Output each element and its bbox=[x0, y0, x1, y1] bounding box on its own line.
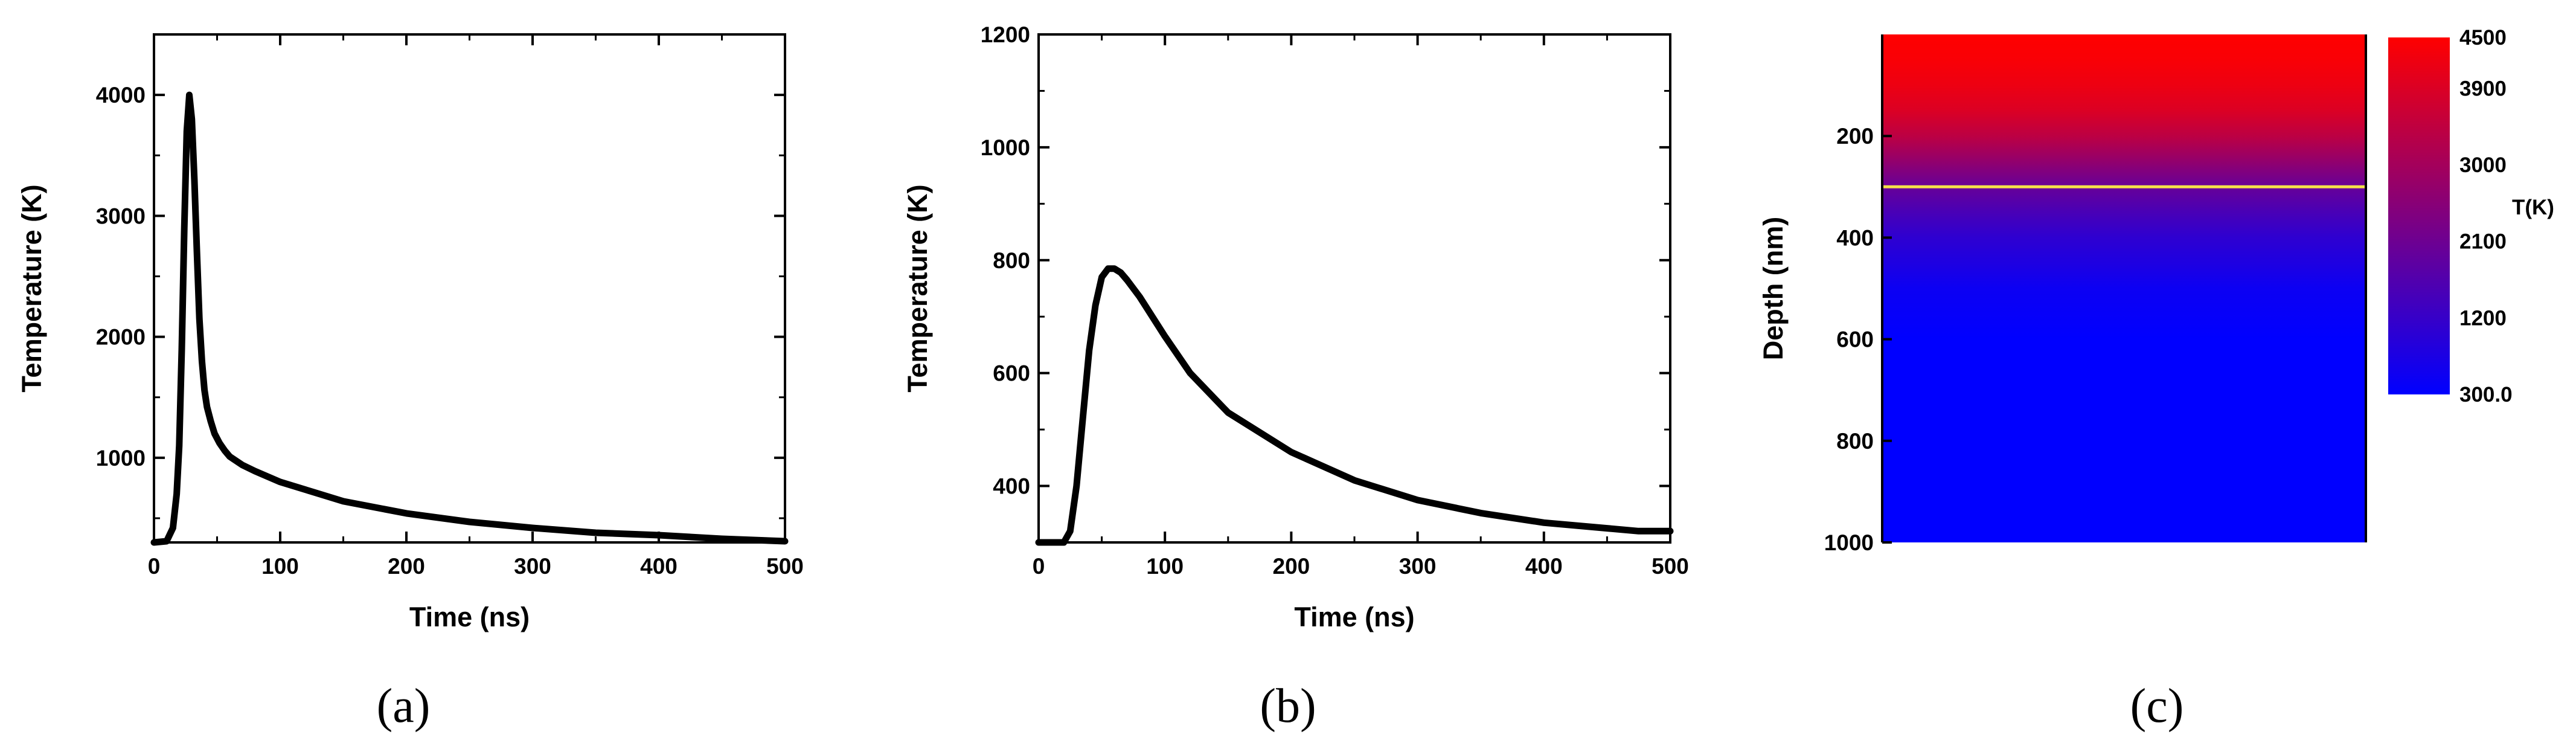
panel-a: 0 100 200 300 400 500 1000 2000 3000 4000 Time (… bbox=[16, 33, 804, 733]
colorbar-tick-labels: 4500 3900 3000 2100 1200 300.0 bbox=[2459, 26, 2513, 407]
panel-a-series-line bbox=[150, 91, 789, 546]
heatmap bbox=[1882, 34, 2366, 542]
panel-b-x-tick-labels: 0 100 200 300 400 500 bbox=[1033, 554, 1689, 579]
y-tick-label: 1200 bbox=[981, 22, 1030, 47]
colorbar-title: T(K) bbox=[2512, 196, 2554, 219]
panel-c-y-tick-labels: 200 400 600 800 1000 bbox=[1824, 124, 1874, 555]
x-tick-label: 0 bbox=[1033, 554, 1045, 579]
panel-a-y-axis-label: Temperature (K) bbox=[16, 184, 47, 392]
y-tick-label: 2000 bbox=[96, 325, 146, 350]
panel-a-y-tick-labels: 1000 2000 3000 4000 bbox=[96, 83, 146, 471]
y-tick-label: 800 bbox=[1836, 429, 1874, 454]
y-tick-label: 1000 bbox=[1824, 530, 1874, 555]
y-tick-label: 600 bbox=[993, 361, 1030, 386]
y-tick-label: 400 bbox=[993, 474, 1030, 499]
panel-a-plot-frame bbox=[153, 33, 786, 544]
x-tick-label: 400 bbox=[1525, 554, 1563, 579]
panel-a-x-axis-label: Time (ns) bbox=[409, 602, 530, 632]
x-tick-label: 500 bbox=[766, 554, 804, 579]
panel-b-series-line bbox=[1035, 265, 1674, 546]
y-tick-label: 400 bbox=[1836, 225, 1874, 250]
x-tick-label: 100 bbox=[261, 554, 299, 579]
colorbar-tick-label: 1200 bbox=[2459, 306, 2507, 330]
y-tick-label: 800 bbox=[993, 248, 1030, 273]
x-tick-label: 200 bbox=[388, 554, 425, 579]
panel-a-caption: (a) bbox=[377, 680, 431, 733]
y-tick-label: 600 bbox=[1836, 327, 1874, 352]
panel-c-caption: (c) bbox=[2130, 680, 2184, 733]
panel-b-x-axis-label: Time (ns) bbox=[1294, 602, 1414, 632]
y-tick-label: 1000 bbox=[981, 135, 1030, 160]
panel-a-x-tick-labels: 0 100 200 300 400 500 bbox=[148, 554, 804, 579]
y-tick-label: 200 bbox=[1836, 124, 1874, 149]
colorbar bbox=[2388, 37, 2450, 394]
panel-b: 0 100 200 300 400 500 400 600 800 1000 1200 Time … bbox=[902, 22, 1689, 733]
x-tick-label: 100 bbox=[1146, 554, 1184, 579]
panel-b-y-tick-labels: 400 600 800 1000 1200 bbox=[981, 22, 1030, 499]
x-tick-label: 400 bbox=[640, 554, 678, 579]
x-tick-label: 300 bbox=[514, 554, 551, 579]
x-tick-label: 200 bbox=[1273, 554, 1310, 579]
colorbar-tick-label: 3900 bbox=[2459, 77, 2507, 100]
y-tick-label: 3000 bbox=[96, 204, 146, 228]
panel-c-y-axis-label: Depth (nm) bbox=[1758, 217, 1789, 360]
x-tick-label: 500 bbox=[1652, 554, 1689, 579]
panel-b-plot-frame bbox=[1037, 33, 1671, 544]
colorbar-tick-label: 300.0 bbox=[2459, 383, 2513, 407]
panel-c: 200 400 600 800 1000 Depth (nm) 4500 3900 3000… bbox=[1758, 26, 2554, 733]
panel-c-ticks bbox=[1882, 135, 1892, 544]
panel-b-caption: (b) bbox=[1260, 680, 1316, 733]
x-tick-label: 0 bbox=[148, 554, 161, 579]
y-tick-label: 1000 bbox=[96, 446, 146, 471]
colorbar-tick-label: 2100 bbox=[2459, 230, 2507, 254]
colorbar-tick-label: 4500 bbox=[2459, 26, 2507, 50]
colorbar-tick-label: 3000 bbox=[2459, 153, 2507, 177]
y-tick-label: 4000 bbox=[96, 83, 146, 108]
panel-b-y-axis-label: Temperature (K) bbox=[902, 184, 933, 392]
x-tick-label: 300 bbox=[1399, 554, 1437, 579]
